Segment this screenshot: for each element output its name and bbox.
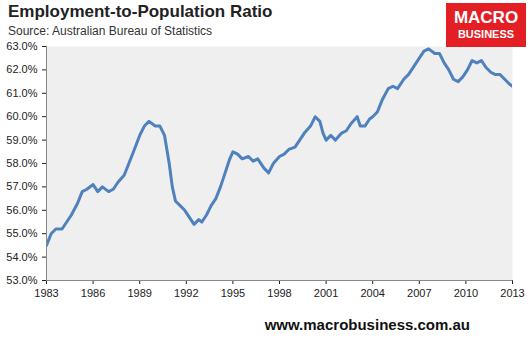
svg-text:2007: 2007: [407, 287, 431, 299]
svg-text:1989: 1989: [127, 287, 151, 299]
svg-text:2010: 2010: [454, 287, 478, 299]
svg-text:61.0%: 61.0%: [6, 87, 37, 99]
svg-text:2001: 2001: [314, 287, 338, 299]
svg-text:60.0%: 60.0%: [6, 110, 37, 122]
svg-text:2004: 2004: [360, 287, 384, 299]
svg-text:55.0%: 55.0%: [6, 227, 37, 239]
svg-text:53.0%: 53.0%: [6, 274, 37, 286]
svg-text:1986: 1986: [81, 287, 105, 299]
svg-text:59.0%: 59.0%: [6, 134, 37, 146]
svg-text:57.0%: 57.0%: [6, 180, 37, 192]
svg-text:1998: 1998: [267, 287, 291, 299]
html-text:Source: Australian Bureau of S: Source: Australian Bureau of Statistics: [8, 24, 213, 38]
html-text:Employment-to-Population Ratio: Employment-to-Population Ratio: [8, 2, 273, 21]
html-text:BUSINESS: BUSINESS: [457, 28, 515, 40]
svg-text:62.0%: 62.0%: [6, 63, 37, 75]
html-text:www.macrobusiness.com.au: www.macrobusiness.com.au: [264, 316, 470, 333]
svg-text:1995: 1995: [221, 287, 245, 299]
svg-text:2013: 2013: [500, 287, 524, 299]
svg-text:56.0%: 56.0%: [6, 204, 37, 216]
svg-text:54.0%: 54.0%: [6, 251, 37, 263]
svg-text:1992: 1992: [174, 287, 198, 299]
svg-text:1983: 1983: [34, 287, 58, 299]
svg-text:63.0%: 63.0%: [6, 40, 37, 52]
html-text:MACRO: MACRO: [453, 8, 519, 27]
svg-text:58.0%: 58.0%: [6, 157, 37, 169]
